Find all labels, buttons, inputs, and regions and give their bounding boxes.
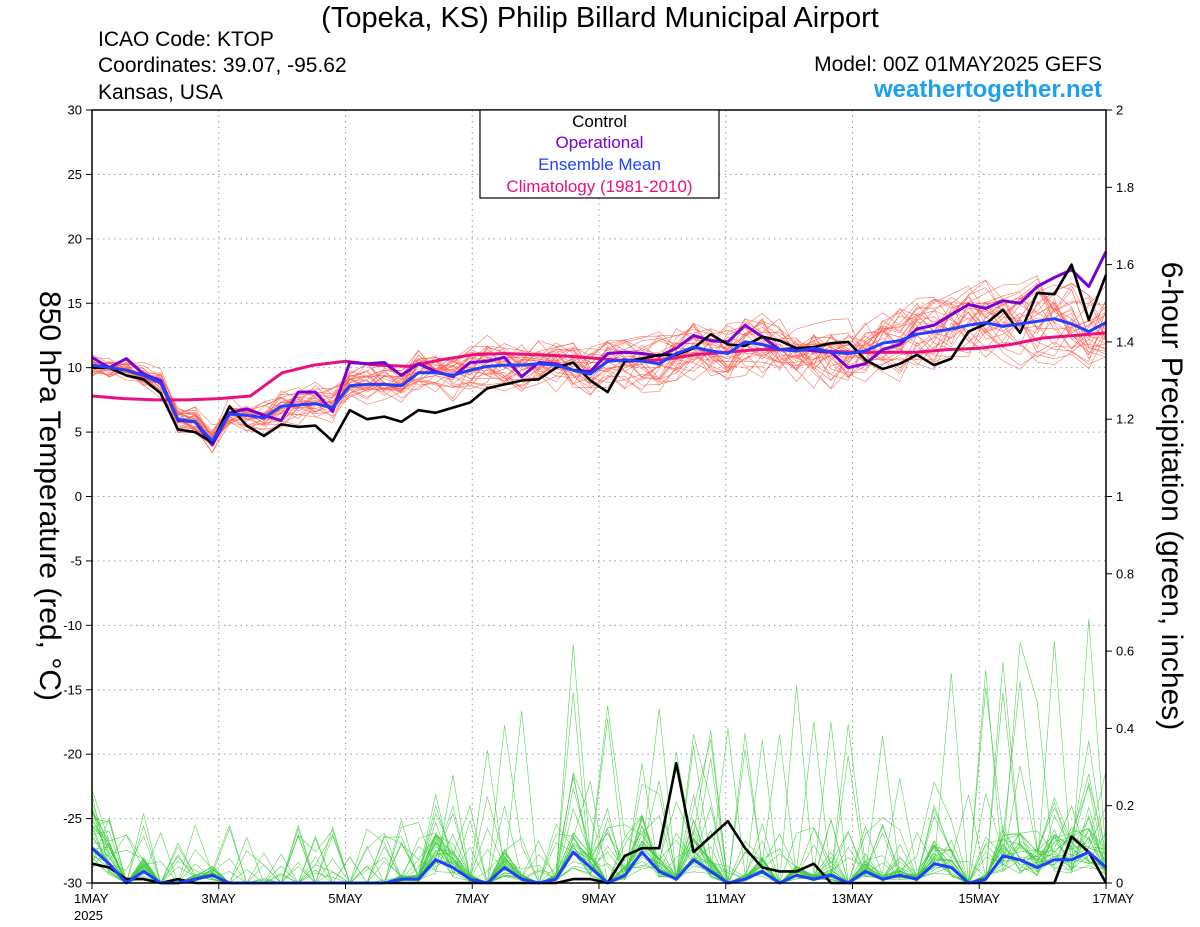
left-tick-label: 0 xyxy=(75,489,82,504)
legend-control: Control xyxy=(572,112,627,131)
precip-member-line xyxy=(91,739,1107,884)
right-tick-label: 1.2 xyxy=(1116,412,1134,427)
control-temp-line xyxy=(92,263,1108,444)
legend-climatology: Climatology (1981-2010) xyxy=(506,177,692,196)
x-tick-label: 1MAY xyxy=(74,891,109,906)
icao-code: ICAO Code: KTOP xyxy=(98,28,274,51)
left-tick-label: 20 xyxy=(68,231,82,246)
operational-temp-line xyxy=(91,251,1108,447)
right-tick-label: 0.6 xyxy=(1116,644,1134,659)
x-tick-label: 17MAY xyxy=(1092,891,1134,906)
temp-member-line xyxy=(91,295,1107,447)
temp-member-line xyxy=(91,283,1107,438)
x-tick-label: 15MAY xyxy=(958,891,1000,906)
left-tick-label: -10 xyxy=(63,618,82,633)
left-tick-label: -20 xyxy=(63,747,82,762)
x-tick-label: 7MAY xyxy=(455,891,490,906)
legend-operational: Operational xyxy=(556,133,644,152)
brand-link[interactable]: weathertogether.net xyxy=(873,76,1102,103)
right-tick-label: 0.8 xyxy=(1116,566,1134,581)
legend: Control Operational Ensemble Mean Climat… xyxy=(479,109,720,199)
region: Kansas, USA xyxy=(98,81,223,104)
left-tick-label: -5 xyxy=(70,553,82,568)
left-tick-label: -30 xyxy=(63,876,82,891)
ensemble-mean-temp-line xyxy=(91,317,1107,443)
precip-member-line xyxy=(91,763,1107,884)
x-tick-label: 5MAY xyxy=(328,891,363,906)
right-axis-title: 6-hour Precipitation (green, inches) xyxy=(1155,262,1188,731)
x-tick-label: 13MAY xyxy=(832,891,874,906)
right-tick-label: 2 xyxy=(1116,103,1123,118)
right-tick-label: 0.2 xyxy=(1116,798,1134,813)
axis-ticks: 302520151050-5-10-15-20-25-3021.81.61.41… xyxy=(63,103,1134,924)
left-tick-label: 10 xyxy=(68,360,82,375)
temp-member-line xyxy=(91,311,1107,438)
x-year-label: 2025 xyxy=(74,908,103,923)
x-tick-label: 3MAY xyxy=(202,891,237,906)
left-tick-label: 25 xyxy=(68,167,82,182)
left-axis-title: 850 hPa Temperature (red, °C) xyxy=(33,291,66,701)
coordinates: Coordinates: 39.07, -95.62 xyxy=(98,54,347,77)
series-lines xyxy=(90,251,1108,885)
climatology-1981-2010-temp-line xyxy=(91,331,1107,402)
right-tick-label: 0 xyxy=(1116,876,1123,891)
gridlines xyxy=(92,110,1106,883)
x-tick-label: 9MAY xyxy=(582,891,617,906)
left-tick-label: -25 xyxy=(63,811,82,826)
left-tick-label: 30 xyxy=(68,103,82,118)
model-run: Model: 00Z 01MAY2025 GEFS xyxy=(814,53,1102,76)
left-tick-label: 15 xyxy=(68,296,82,311)
x-tick-label: 11MAY xyxy=(705,891,746,906)
chart-title: (Topeka, KS) Philip Billard Municipal Ai… xyxy=(321,2,879,34)
right-tick-label: 1.8 xyxy=(1116,180,1134,195)
left-tick-label: -15 xyxy=(63,682,82,697)
left-tick-label: 5 xyxy=(75,425,82,440)
right-tick-label: 0.4 xyxy=(1116,721,1134,736)
legend-box xyxy=(479,109,720,199)
right-tick-label: 1.4 xyxy=(1116,334,1134,349)
right-tick-label: 1.6 xyxy=(1116,257,1134,272)
right-tick-label: 1 xyxy=(1116,489,1123,504)
precip-member-line xyxy=(91,641,1107,884)
temp-member-line xyxy=(91,291,1107,426)
precip-member-line xyxy=(91,710,1107,884)
precip-member-line xyxy=(91,708,1107,884)
precip-member-line xyxy=(91,801,1107,884)
legend-ensemble-mean: Ensemble Mean xyxy=(538,155,661,174)
